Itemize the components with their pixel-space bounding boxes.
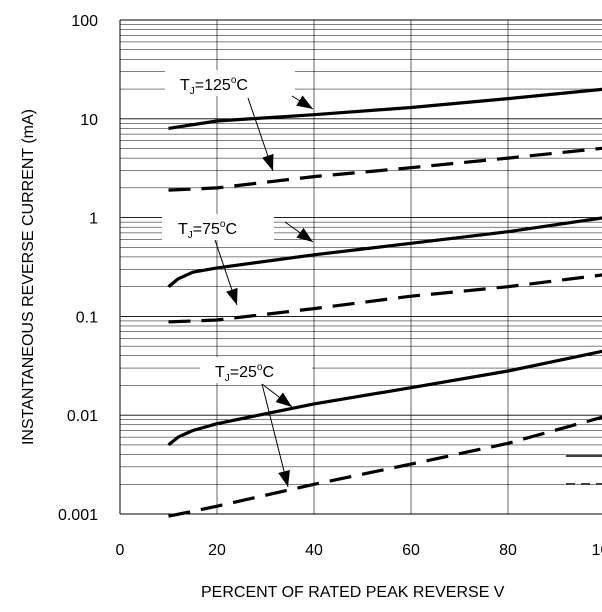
y-tick-label: 10 [80, 112, 98, 129]
arrow-75-dashed-head [226, 288, 237, 305]
svg-text:TJ=25oC: TJ=25oC [215, 362, 274, 384]
x-tick-label: 100 [592, 542, 602, 559]
annotation-75: TJ=75oC [162, 214, 274, 241]
annotation-125: TJ=125oC [165, 70, 295, 97]
legend [566, 456, 602, 484]
tick-labels: 0 20 40 60 80 100 0.001 0.01 0.1 1 10 100 [58, 13, 602, 559]
annotation-25: TJ=25oC [200, 357, 312, 384]
x-tick-label: 60 [402, 542, 420, 559]
series-line-2 [169, 146, 602, 190]
series-line-5 [169, 341, 602, 445]
x-tick-label: 80 [499, 542, 517, 559]
arrow-75-solid-head [296, 228, 313, 242]
y-tick-label: 1 [89, 211, 98, 228]
x-tick-label: 20 [208, 542, 226, 559]
svg-text:TJ=75oC: TJ=75oC [178, 219, 237, 241]
arrow-25-solid-head [276, 393, 292, 407]
x-tick-label: 40 [305, 542, 323, 559]
series-line-6 [169, 411, 602, 516]
arrow-125-solid-head [296, 95, 313, 109]
y-tick-label: 0.001 [58, 507, 98, 524]
x-axis-title: PERCENT OF RATED PEAK REVERSE V [201, 584, 505, 601]
x-tick-label: 0 [116, 542, 125, 559]
y-axis-title: INSTANTANEOUS REVERSE CURRENT (mA) [20, 109, 37, 445]
annotation-arrows [215, 95, 313, 487]
y-tick-label: 0.1 [76, 309, 98, 326]
arrow-125-dashed-head [262, 154, 273, 171]
y-tick-label: 0.01 [67, 408, 98, 425]
y-tick-label: 100 [71, 13, 98, 30]
